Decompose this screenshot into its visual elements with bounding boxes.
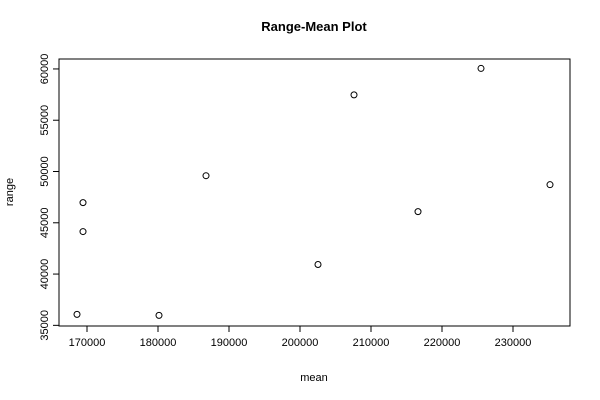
y-tick-label: 50000 bbox=[39, 156, 51, 187]
y-tick-label: 40000 bbox=[39, 259, 51, 290]
point bbox=[73, 310, 81, 318]
y-tick-label: 45000 bbox=[39, 207, 51, 238]
point bbox=[79, 199, 87, 207]
y-tick-label: 60000 bbox=[39, 54, 51, 85]
point bbox=[155, 311, 163, 319]
x-axis-label: mean bbox=[300, 372, 328, 384]
plot-frame bbox=[58, 58, 571, 327]
point bbox=[477, 64, 485, 72]
point bbox=[414, 208, 422, 216]
x-tick-label: 230000 bbox=[495, 337, 532, 349]
x-tick-label: 170000 bbox=[69, 337, 106, 349]
point bbox=[202, 172, 210, 180]
y-tick-label: 55000 bbox=[39, 105, 51, 136]
point bbox=[314, 260, 322, 268]
x-tick-label: 190000 bbox=[211, 337, 248, 349]
x-tick-label: 180000 bbox=[140, 337, 177, 349]
point bbox=[79, 228, 87, 236]
point bbox=[546, 181, 554, 189]
y-axis-label: range bbox=[4, 178, 16, 206]
x-tick-label: 220000 bbox=[424, 337, 461, 349]
x-tick-label: 210000 bbox=[353, 337, 390, 349]
chart-title: Range-Mean Plot bbox=[261, 19, 367, 34]
y-tick-label: 35000 bbox=[39, 310, 51, 341]
x-tick-label: 200000 bbox=[282, 337, 319, 349]
point bbox=[350, 91, 358, 99]
